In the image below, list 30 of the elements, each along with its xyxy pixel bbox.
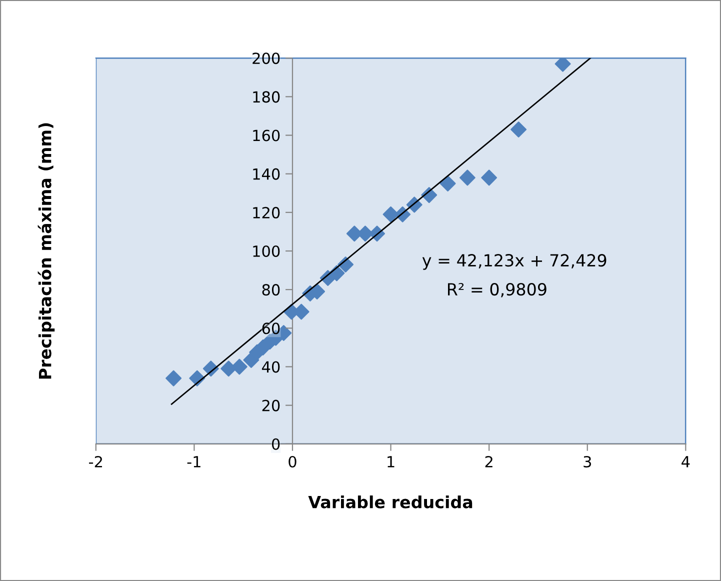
x-tick-label: -1 (187, 456, 200, 468)
annotation: y = 42,123x + 72,429 (422, 254, 606, 270)
point (382, 206, 399, 222)
y-tick-label: 120 (253, 206, 280, 218)
y-tick-label: 200 (252, 52, 280, 64)
x-axis-title: Variable reducida (308, 495, 472, 508)
x-tick-label: 2 (485, 456, 492, 468)
annotation: R² = 0,9809 (448, 282, 546, 298)
y-axis-title: Precipitación máxima (mm) (38, 123, 55, 379)
point (459, 170, 476, 186)
point (231, 358, 248, 375)
x-tick-label: 4 (682, 456, 690, 468)
y-tick-label: 20 (262, 400, 280, 412)
point (554, 58, 571, 72)
y-tick-label: 80 (262, 284, 280, 296)
y-tick-label: 40 (262, 361, 280, 373)
x-tick-label: 1 (388, 456, 394, 468)
y-tick-label: 0 (272, 438, 280, 450)
y-tick-label: 60 (262, 322, 280, 334)
x-tick-label: 0 (288, 456, 296, 468)
point (510, 121, 527, 138)
point (440, 176, 456, 192)
y-tick-label: 140 (253, 168, 280, 180)
y-tick-label: 100 (253, 245, 280, 258)
x-tick-label: -2 (89, 456, 102, 468)
point (166, 370, 182, 386)
x-tick-label: 3 (584, 456, 592, 468)
y-tick-label: 180 (253, 91, 280, 103)
point (481, 170, 498, 186)
y-tick-label: 160 (253, 130, 280, 142)
